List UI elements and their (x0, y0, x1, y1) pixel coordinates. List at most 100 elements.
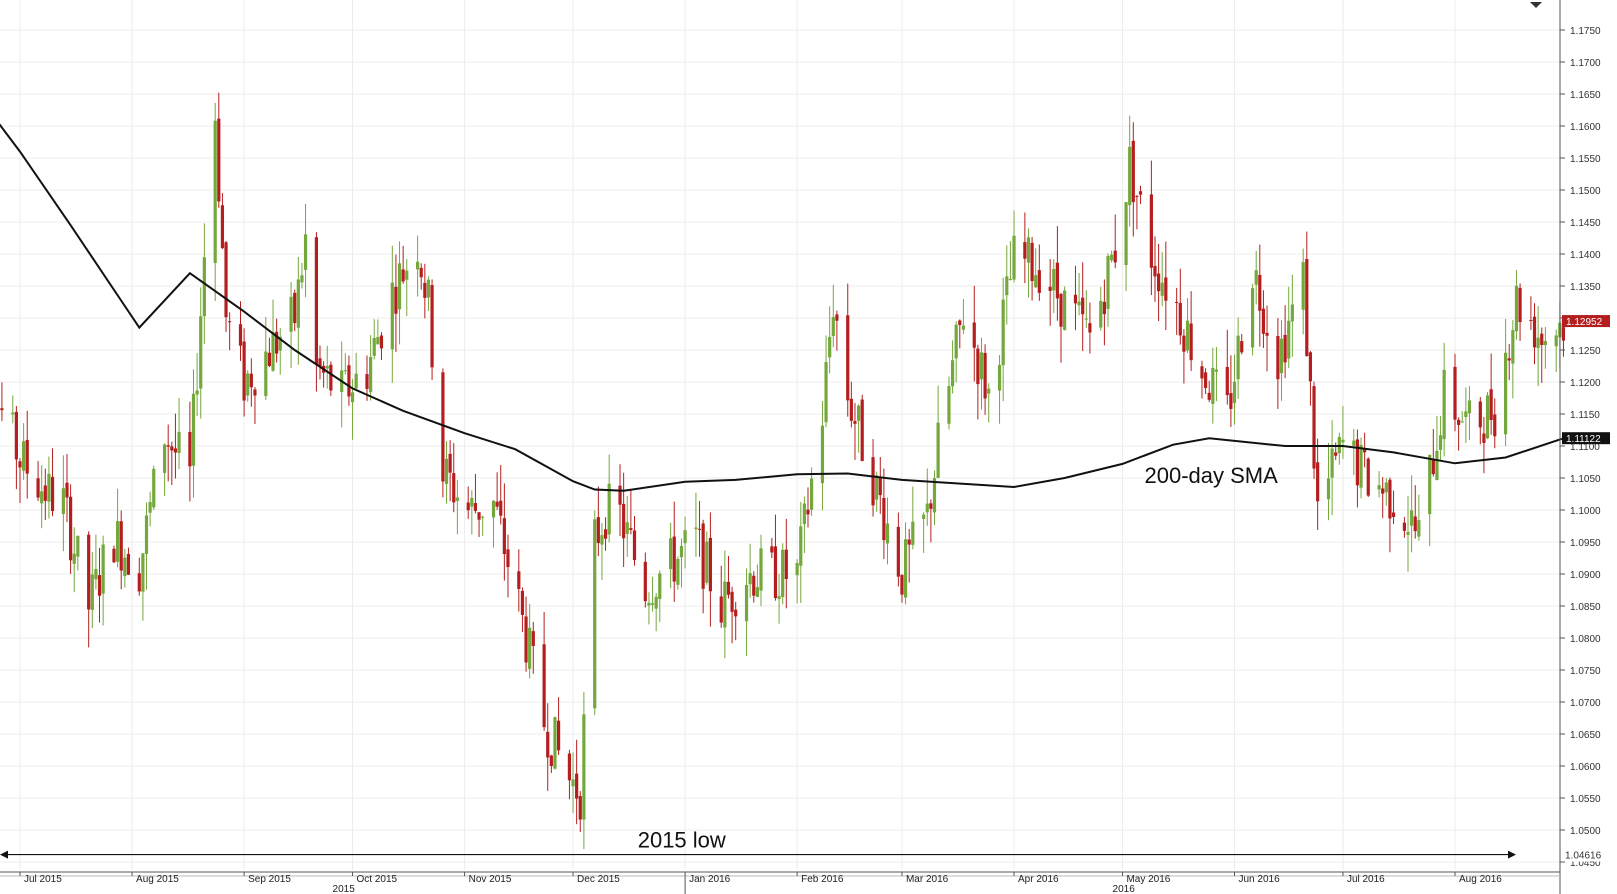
candle-up (1543, 327, 1547, 369)
y-tick-label: 1.0950 (1570, 538, 1601, 549)
candle-up (1008, 241, 1013, 281)
candle-body (1504, 352, 1508, 435)
candle-body (1232, 381, 1237, 404)
candle-body (1023, 242, 1027, 259)
candle-body (799, 526, 803, 566)
candle-body (166, 445, 170, 447)
candle-body (61, 488, 65, 515)
candle-body (593, 519, 597, 709)
candle-up (987, 383, 991, 423)
candle-up (1428, 454, 1432, 547)
candle-up (1012, 210, 1016, 283)
candle-body (1106, 255, 1110, 309)
candle-up (72, 527, 76, 593)
candle-body (97, 575, 102, 596)
candle-body (1543, 340, 1547, 346)
candle-body (397, 263, 402, 310)
y-tick-label: 1.0750 (1570, 666, 1601, 677)
candle-up (246, 370, 250, 402)
candle-down (1073, 265, 1078, 331)
candle-up (961, 299, 966, 335)
candle-up (1435, 415, 1439, 481)
candle-body (871, 457, 875, 506)
candle-up (553, 716, 557, 770)
candle-up (1287, 286, 1291, 369)
candle-body (922, 514, 926, 520)
candle-body (708, 537, 712, 592)
candle-body (162, 444, 167, 473)
candle-body (654, 596, 658, 609)
y-tick-label: 1.1200 (1570, 378, 1601, 389)
candle-body (347, 365, 351, 397)
candle-down (126, 547, 131, 575)
candle-down (1305, 231, 1309, 357)
candle-down (672, 501, 676, 602)
candle-down (365, 355, 369, 401)
candle-body (25, 439, 29, 474)
candle-up (781, 543, 785, 605)
candle-up (1377, 471, 1381, 498)
candle-body (1211, 367, 1215, 404)
candle-body (607, 483, 611, 535)
plot-background (0, 0, 1560, 870)
candle-body (50, 476, 55, 512)
candle-up (455, 479, 459, 535)
candle-body (831, 317, 835, 337)
candle-body (228, 321, 232, 323)
candle-up (372, 319, 376, 360)
candle-up (809, 467, 814, 516)
candle-up (491, 500, 496, 548)
candle-body (1554, 335, 1558, 347)
candle-body (719, 596, 723, 623)
candle-up (954, 321, 958, 383)
candle-body (499, 500, 503, 516)
candle-body (372, 337, 376, 356)
candle-body (1435, 450, 1439, 481)
candle-body (1276, 335, 1280, 380)
candle-up (607, 454, 611, 543)
candle-up (289, 282, 293, 369)
candle-down (806, 487, 810, 528)
candle-down (853, 402, 857, 460)
candle-up (903, 522, 908, 605)
candle-body (983, 352, 987, 399)
candle-up (1514, 269, 1519, 340)
candle-body (1308, 352, 1313, 382)
candle-body (828, 336, 832, 358)
candle-down (632, 515, 637, 566)
candle-body (1203, 372, 1208, 388)
candle-body (470, 497, 474, 507)
candle-body (542, 644, 546, 728)
candle-body (1265, 332, 1269, 336)
candle-body (1012, 235, 1016, 280)
candle-down (896, 512, 900, 587)
candle-body (658, 573, 662, 599)
candle-up (947, 376, 951, 430)
candle-body (860, 399, 864, 461)
candle-down (69, 484, 73, 574)
candle-body (1326, 478, 1331, 500)
low-annotation: 2015 low (638, 828, 726, 853)
y-tick-label: 1.1250 (1570, 346, 1601, 357)
candle-body (528, 627, 532, 669)
candle-body (22, 441, 26, 471)
candle-up (856, 404, 861, 453)
candle-down (900, 574, 904, 603)
candle-body (520, 590, 525, 615)
candle-body (199, 316, 203, 389)
candle-down (929, 499, 933, 543)
sma-value-tag (1562, 432, 1610, 445)
candle-down (871, 439, 875, 517)
candle-body (455, 497, 459, 501)
scroll-marker-icon[interactable] (1530, 2, 1542, 8)
candle-body (40, 491, 44, 504)
candle-down (1081, 262, 1085, 352)
candle-down (531, 621, 535, 674)
x-tick-label: Apr 2016 (1018, 874, 1059, 885)
candle-body (1482, 433, 1486, 443)
candle-down (1532, 303, 1537, 365)
candle-up (1110, 250, 1114, 263)
candle-up (676, 556, 680, 590)
candle-up (397, 241, 402, 345)
candle-down (1157, 243, 1161, 322)
